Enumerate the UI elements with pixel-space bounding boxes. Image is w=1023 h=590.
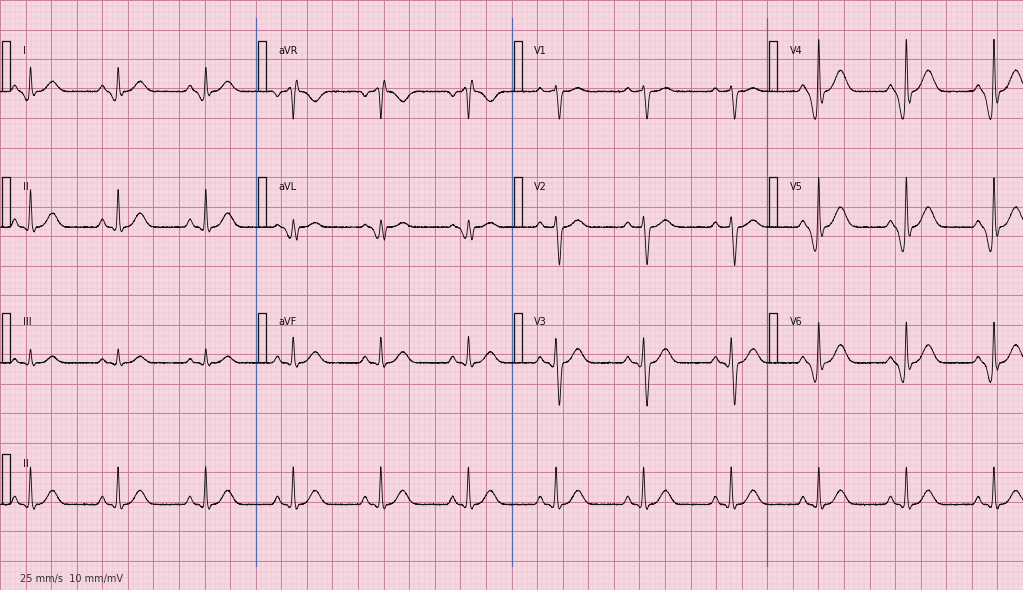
Text: 25 mm/s  10 mm/mV: 25 mm/s 10 mm/mV bbox=[20, 574, 124, 584]
Text: III: III bbox=[23, 317, 31, 327]
Text: V6: V6 bbox=[790, 317, 802, 327]
Text: II: II bbox=[23, 459, 29, 469]
Text: V3: V3 bbox=[534, 317, 546, 327]
Text: V4: V4 bbox=[790, 46, 802, 56]
Text: aVL: aVL bbox=[278, 182, 297, 192]
Text: V1: V1 bbox=[534, 46, 546, 56]
Text: aVF: aVF bbox=[278, 317, 297, 327]
Text: II: II bbox=[23, 182, 29, 192]
Text: aVR: aVR bbox=[278, 46, 298, 56]
Text: V5: V5 bbox=[790, 182, 803, 192]
Text: I: I bbox=[23, 46, 26, 56]
Text: V2: V2 bbox=[534, 182, 547, 192]
